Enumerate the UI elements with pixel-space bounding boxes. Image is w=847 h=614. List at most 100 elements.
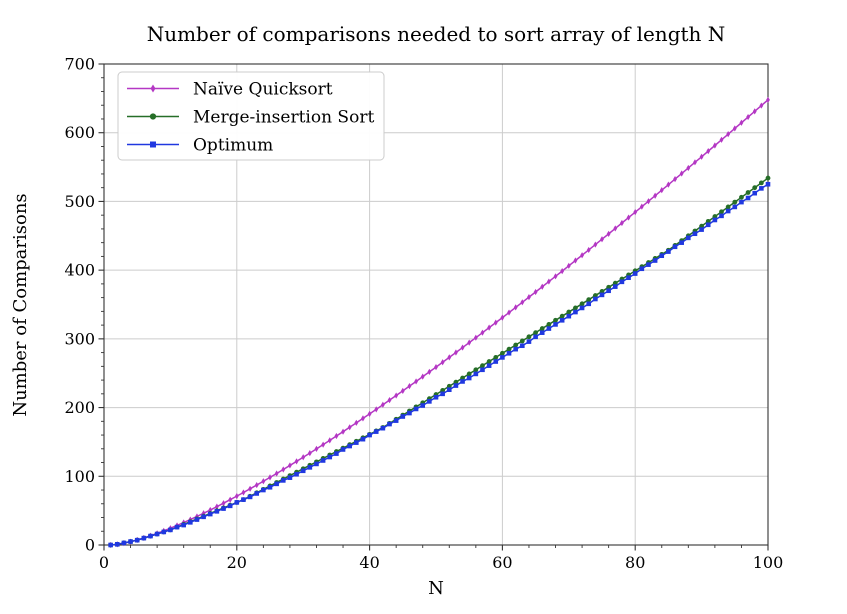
square-marker <box>114 542 120 547</box>
series-line-na-ve-quicksort <box>110 99 769 546</box>
square-marker <box>606 288 611 294</box>
square-marker <box>573 309 578 315</box>
thin-diamond-marker <box>407 383 412 390</box>
y-tick-label-400: 400 <box>64 261 95 280</box>
square-marker <box>307 465 313 470</box>
square-marker <box>506 350 512 356</box>
x-tick-label-40: 40 <box>359 553 379 572</box>
series-markers-na-ve-quicksort <box>108 96 770 549</box>
thin-diamond-marker <box>400 387 405 394</box>
square-marker <box>593 296 598 302</box>
square-marker <box>427 399 432 404</box>
square-marker <box>612 284 618 289</box>
square-marker <box>154 531 160 537</box>
thin-diamond-marker <box>281 466 286 473</box>
circle-marker <box>573 305 578 311</box>
square-marker <box>387 421 392 427</box>
thin-diamond-marker <box>288 462 292 469</box>
thin-diamond-marker <box>467 339 472 346</box>
square-marker <box>652 258 658 263</box>
series-line-merge-insertion-sort <box>110 177 769 546</box>
thin-diamond-marker <box>600 236 604 243</box>
circle-marker <box>480 363 485 369</box>
square-marker <box>520 343 525 349</box>
square-marker <box>108 542 113 548</box>
circle-marker <box>566 309 572 315</box>
square-marker <box>539 330 545 335</box>
square-marker <box>221 506 226 511</box>
thin-diamond-marker <box>686 164 691 172</box>
square-marker <box>526 339 532 344</box>
thin-diamond-marker <box>414 378 418 385</box>
thin-diamond-marker <box>573 257 578 264</box>
thin-diamond-marker <box>241 489 246 496</box>
circle-marker <box>719 209 724 215</box>
square-marker <box>533 334 538 340</box>
circle-marker <box>493 355 499 360</box>
thin-diamond-marker <box>546 278 551 285</box>
thin-diamond-marker <box>387 397 392 404</box>
series-line-optimum <box>110 183 769 546</box>
square-marker <box>207 511 213 517</box>
series-markers-merge-insertion-sort <box>108 175 771 548</box>
thin-diamond-marker <box>606 230 611 237</box>
thin-diamond-marker <box>214 503 219 510</box>
square-marker <box>480 367 485 373</box>
thin-diamond-marker <box>732 125 737 132</box>
thin-diamond-marker <box>221 500 226 507</box>
thin-diamond-marker <box>626 214 631 221</box>
thin-diamond-marker <box>633 209 638 216</box>
square-marker <box>553 322 558 327</box>
square-marker <box>300 468 306 474</box>
thin-diamond-marker <box>527 294 531 301</box>
legend: Naïve Quicksort Merge-insertion Sort Optim… <box>117 71 385 161</box>
square-marker <box>354 440 359 445</box>
x-tick-label-0: 0 <box>99 553 109 572</box>
square-marker <box>320 458 326 463</box>
square-marker <box>254 491 260 496</box>
circle-marker <box>500 350 505 356</box>
thin-diamond-marker <box>361 415 365 422</box>
thin-diamond-marker <box>367 410 372 417</box>
thin-diamond-marker <box>208 506 213 514</box>
square-marker <box>765 181 771 187</box>
thin-diamond-marker <box>354 419 359 426</box>
y-tick-label-600: 600 <box>64 123 95 142</box>
thin-diamond-marker <box>693 159 697 166</box>
square-marker <box>719 213 724 219</box>
legend-item-merge-insertion-sort: Merge-insertion Sort <box>127 108 374 128</box>
thin-diamond-marker <box>613 225 618 232</box>
square-marker <box>407 410 412 416</box>
square-marker <box>725 208 731 214</box>
square-marker <box>599 292 605 298</box>
square-marker <box>559 318 565 323</box>
thin-diamond-marker <box>593 241 598 248</box>
square-marker <box>460 379 465 384</box>
chart-title: Number of comparisons needed to sort arr… <box>147 22 726 46</box>
square-marker <box>493 359 499 364</box>
thin-diamond-marker <box>653 192 658 199</box>
thin-diamond-marker <box>341 428 345 435</box>
thin-diamond-marker <box>513 304 518 311</box>
square-marker <box>566 313 572 319</box>
thin-diamond-marker <box>746 113 750 121</box>
x-tick-label-20: 20 <box>227 553 247 572</box>
thin-diamond-marker <box>739 119 744 126</box>
axes-spines <box>103 63 769 546</box>
thin-diamond-marker <box>752 108 757 115</box>
thin-diamond-marker <box>234 493 239 500</box>
legend-item-optimum: Optimum <box>127 136 273 156</box>
square-marker <box>267 484 273 490</box>
thin-diamond-marker <box>473 334 478 341</box>
y-tick-label-700: 700 <box>64 55 95 74</box>
thin-diamond-marker <box>666 181 671 188</box>
square-marker <box>639 266 645 272</box>
thin-diamond-marker <box>394 392 399 399</box>
circle-marker <box>486 359 492 364</box>
circle-marker <box>519 338 525 344</box>
square-marker <box>586 301 592 307</box>
square-marker <box>732 204 738 210</box>
thin-diamond-marker <box>454 349 458 356</box>
thin-diamond-marker <box>374 406 379 413</box>
